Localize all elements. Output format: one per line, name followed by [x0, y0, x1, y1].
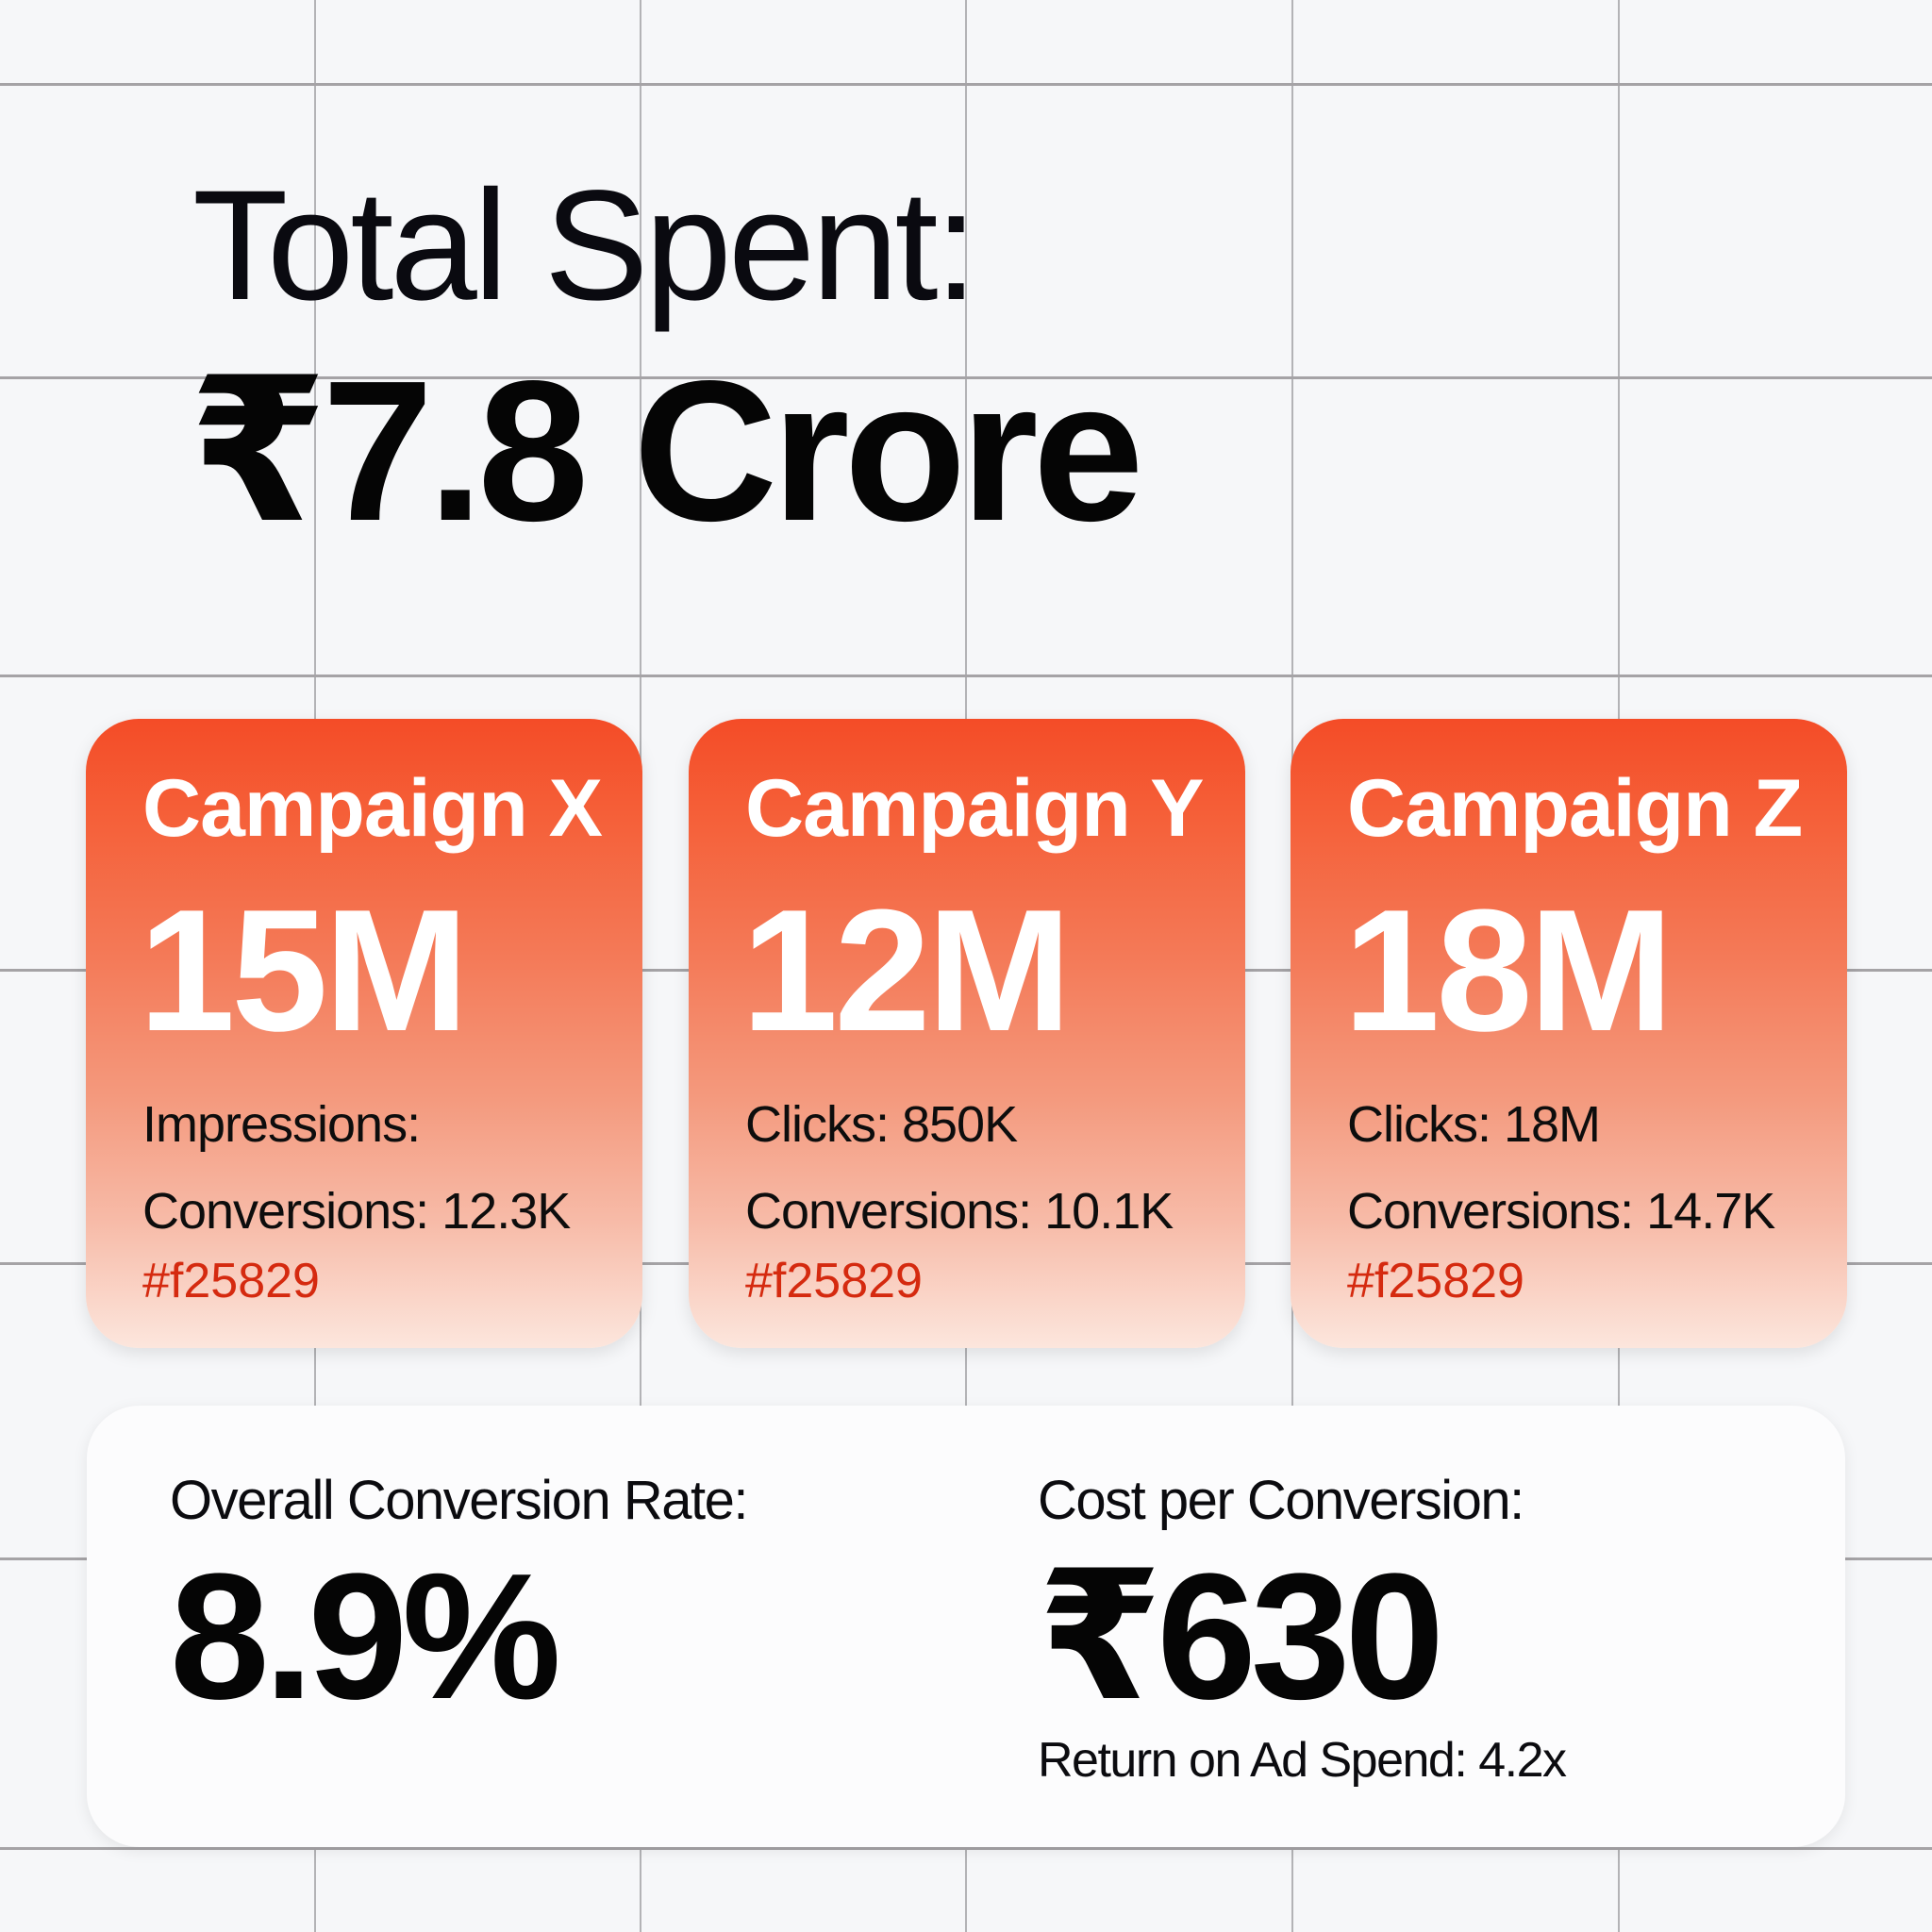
campaign-value: 15M [139, 873, 469, 1067]
campaign-name: Campaign X [142, 763, 603, 854]
summary-panel: Overall Conversion Rate: 8.9% Cost per C… [87, 1406, 1845, 1847]
roas-text: Return on Ad Spend: 4.2x [1038, 1733, 1567, 1788]
grid-line-horizontal [0, 376, 1932, 379]
campaign-card-x: Campaign X 15M Impressions: Conversions:… [86, 719, 642, 1348]
campaign-color-code: #f25829 [745, 1254, 923, 1308]
campaign-clicks: Clicks: 850K [745, 1096, 1018, 1153]
campaign-metric-1: Impressions: [142, 1096, 421, 1153]
grid-line-horizontal [0, 1847, 1932, 1850]
campaign-clicks: Clicks: 18M [1347, 1096, 1601, 1153]
campaign-conversions: Conversions: 12.3K [142, 1183, 571, 1240]
campaign-card-y: Campaign Y 12M Clicks: 850K Conversions:… [689, 719, 1245, 1348]
campaign-color-code: #f25829 [142, 1254, 320, 1308]
conversion-rate-value: 8.9% [170, 1537, 561, 1737]
total-spent-value: ₹7.8 Crore [189, 339, 1144, 562]
campaign-value: 18M [1343, 873, 1674, 1067]
cost-per-conversion-label: Cost per Conversion: [1038, 1470, 1524, 1531]
campaign-color-code: #f25829 [1347, 1254, 1524, 1308]
campaign-card-z: Campaign Z 18M Clicks: 18M Conversions: … [1291, 719, 1847, 1348]
campaign-value: 12M [741, 873, 1072, 1067]
conversion-rate-label: Overall Conversion Rate: [170, 1470, 748, 1531]
grid-line-horizontal [0, 675, 1932, 677]
campaign-conversions: Conversions: 14.7K [1347, 1183, 1775, 1240]
page-title: Total Spent: [192, 158, 978, 333]
campaign-name: Campaign Z [1347, 763, 1803, 854]
grid-line-horizontal [0, 83, 1932, 86]
campaign-conversions: Conversions: 10.1K [745, 1183, 1174, 1240]
cost-per-conversion-value: ₹630 [1038, 1537, 1444, 1737]
campaign-name: Campaign Y [745, 763, 1204, 854]
